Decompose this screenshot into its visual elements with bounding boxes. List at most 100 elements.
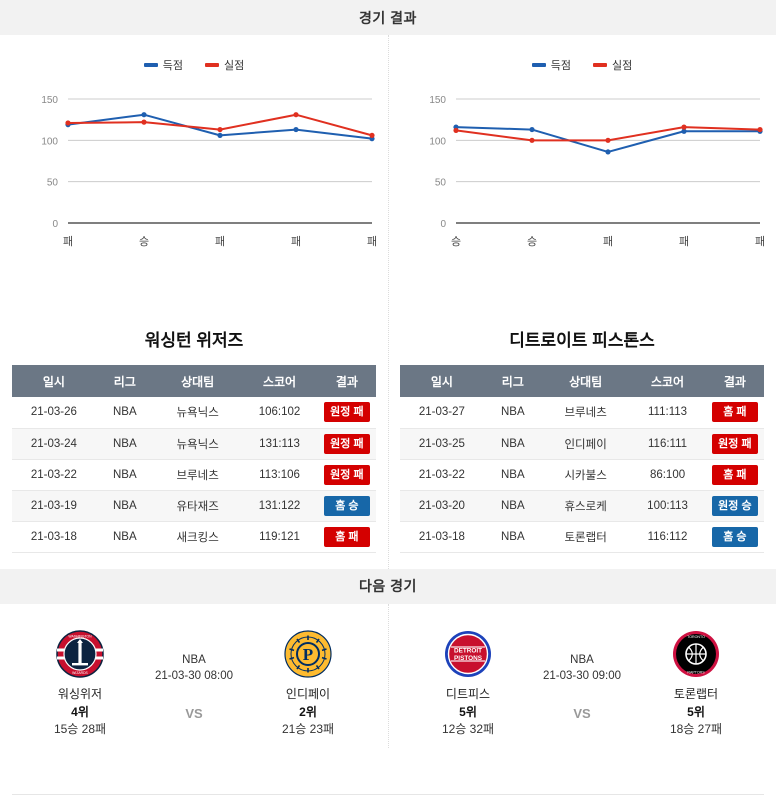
table-row[interactable]: 21-03-22 NBA 시카불스 86:100 홈 패 — [400, 459, 764, 491]
cell-result: 홈 패 — [705, 397, 764, 429]
y-axis-tick-label: 0 — [52, 219, 58, 230]
left-matchup-meta: NBA 21-03-30 08:00 VS — [139, 630, 249, 721]
cell-result: 홈 패 — [705, 459, 764, 491]
svg-text:RAPTORS: RAPTORS — [687, 670, 705, 674]
cell-opponent: 브루네츠 — [541, 397, 630, 429]
cell-score: 131:113 — [241, 428, 318, 460]
cell-score: 106:102 — [241, 397, 318, 429]
washington-wizards-logo-svg: WASHINGTON WIZARDS — [56, 629, 104, 678]
cell-score: 116:111 — [629, 428, 706, 460]
team-short-name: 토론랩터 — [673, 686, 719, 701]
toronto-raptors-logo: TORONTO RAPTORS — [672, 630, 720, 678]
cell-score: 119:121 — [241, 521, 318, 553]
cell-opponent: 브루네츠 — [153, 459, 242, 491]
detroit-pistons-logo-svg: DETROIT PISTONS — [445, 630, 491, 677]
cell-date: 21-03-24 — [12, 428, 96, 460]
table-header-row: 일시 리그 상대팀 스코어 결과 — [12, 365, 376, 397]
legend-swatch-conceded — [593, 63, 607, 67]
cell-league: NBA — [95, 459, 154, 491]
cell-date: 21-03-18 — [400, 521, 484, 553]
cell-league: NBA — [95, 428, 154, 460]
indiana-pacers-logo-svg: P — [284, 629, 332, 678]
table-row[interactable]: 21-03-24 NBA 뉴욕닉스 131:113 원정 패 — [12, 428, 376, 460]
table-row[interactable]: 21-03-19 NBA 유타재즈 131:122 홈 승 — [12, 490, 376, 522]
cell-score: 86:100 — [629, 459, 706, 491]
left-matchup-home[interactable]: WASHINGTON WIZARDS 워싱위저 4위 15승 28패 — [21, 629, 139, 738]
cell-opponent: 인디페이 — [541, 428, 630, 460]
table-row[interactable]: 21-03-22 NBA 브루네츠 113:106 원정 패 — [12, 459, 376, 491]
cell-score: 131:122 — [241, 490, 318, 522]
svg-text:WASHINGTON: WASHINGTON — [68, 634, 92, 638]
table-row[interactable]: 21-03-26 NBA 뉴욕닉스 106:102 원정 패 — [12, 397, 376, 429]
left-next-game-panel: WASHINGTON WIZARDS 워싱위저 4위 15승 28패 NBA 2… — [0, 604, 388, 748]
right-table-head: 일시 리그 상대팀 스코어 결과 — [400, 365, 764, 397]
team-rank: 5위 — [459, 704, 477, 719]
table-row[interactable]: 21-03-18 NBA 토론랩터 116:112 홈 승 — [400, 521, 764, 553]
indiana-pacers-logo: P — [284, 629, 332, 678]
bottom-divider — [12, 794, 764, 795]
cell-opponent: 토론랩터 — [541, 521, 630, 553]
data-point — [681, 124, 687, 130]
x-axis-tick-label: 승 — [527, 235, 537, 248]
legend-item-conceded: 실점 — [593, 57, 632, 73]
right-results-table-wrap: 일시 리그 상대팀 스코어 결과 21-03-27 NBA 브루네츠 111:113 홈… — [388, 365, 776, 569]
right-chart-block: 득점 실점 0 50 100 150 승 승 패 패 패 — [388, 35, 776, 320]
cell-league: NBA — [483, 521, 542, 553]
data-point — [217, 132, 223, 138]
x-axis-tick-label: 패 — [679, 235, 689, 248]
y-axis-tick-label: 50 — [47, 178, 59, 189]
cell-league: NBA — [95, 490, 154, 522]
right-matchup-home[interactable]: DETROIT PISTONS 디트피스 5위 12승 32패 — [409, 630, 527, 738]
col-header-date: 일시 — [12, 365, 96, 397]
toronto-raptors-logo-svg: TORONTO RAPTORS — [673, 630, 719, 677]
table-row[interactable]: 21-03-18 NBA 새크킹스 119:121 홈 패 — [12, 521, 376, 553]
result-badge: 원정 패 — [323, 433, 370, 454]
right-team-panel: 득점 실점 0 50 100 150 승 승 패 패 패 디트로이트 피스톤스 일시 — [388, 35, 776, 569]
team-record: 15승 28패 — [53, 721, 107, 736]
table-row[interactable]: 21-03-25 NBA 인디페이 116:111 원정 패 — [400, 428, 764, 460]
legend-swatch-conceded — [205, 63, 219, 67]
cell-date: 21-03-22 — [12, 459, 96, 491]
team-record: 18승 27패 — [669, 721, 723, 736]
left-matchup-away[interactable]: P 인디페이 2위 21승 23패 — [249, 629, 367, 738]
svg-text:DETROIT: DETROIT — [454, 647, 482, 654]
x-axis-tick-label: 승 — [139, 235, 149, 248]
cell-opponent: 뉴욕닉스 — [153, 428, 242, 460]
data-point — [453, 127, 459, 134]
cell-league: NBA — [483, 459, 542, 491]
svg-text:WIZARDS: WIZARDS — [72, 671, 88, 675]
next-game-datetime: 21-03-30 08:00 — [154, 669, 233, 682]
cell-opponent: 새크킹스 — [153, 521, 242, 553]
data-point — [141, 119, 147, 125]
vs-label: VS — [185, 705, 203, 721]
table-row[interactable]: 21-03-20 NBA 휴스로케 100:113 원정 승 — [400, 490, 764, 522]
data-point — [605, 137, 611, 143]
x-axis-tick-label: 패 — [367, 235, 377, 248]
y-axis-tick-label: 100 — [41, 136, 58, 147]
x-axis-tick-label: 패 — [63, 235, 73, 248]
y-axis-tick-label: 0 — [440, 219, 446, 230]
svg-text:P: P — [303, 645, 313, 664]
x-axis-tick-label: 패 — [215, 235, 225, 248]
cell-date: 21-03-20 — [400, 490, 484, 522]
right-chart-legend: 득점 실점 — [388, 57, 776, 73]
next-game-league: NBA — [570, 653, 594, 666]
left-table-body: 21-03-26 NBA 뉴욕닉스 106:102 원정 패 21-03-24 NBA 뉴욕닉… — [12, 397, 376, 553]
svg-text:TORONTO: TORONTO — [687, 635, 705, 639]
results-section-title: 경기 결과 — [359, 9, 417, 26]
cell-result: 원정 패 — [705, 428, 764, 460]
team-record: 12승 32패 — [441, 721, 495, 736]
team-rank: 2위 — [299, 704, 317, 719]
cell-league: NBA — [95, 521, 154, 553]
cell-result: 원정 패 — [317, 397, 376, 429]
cell-league: NBA — [483, 428, 542, 460]
x-axis-tick-label: 패 — [291, 235, 301, 248]
team-short-name: 워싱위저 — [57, 686, 103, 701]
x-axis-tick-label: 패 — [603, 235, 613, 248]
right-matchup-away[interactable]: TORONTO RAPTORS 토론랩터 5위 18승 27패 — [637, 630, 755, 738]
table-row[interactable]: 21-03-27 NBA 브루네츠 111:113 홈 패 — [400, 397, 764, 429]
detroit-pistons-logo: DETROIT PISTONS — [444, 630, 492, 678]
cell-opponent: 휴스로케 — [541, 490, 630, 522]
cell-date: 21-03-18 — [12, 521, 96, 553]
